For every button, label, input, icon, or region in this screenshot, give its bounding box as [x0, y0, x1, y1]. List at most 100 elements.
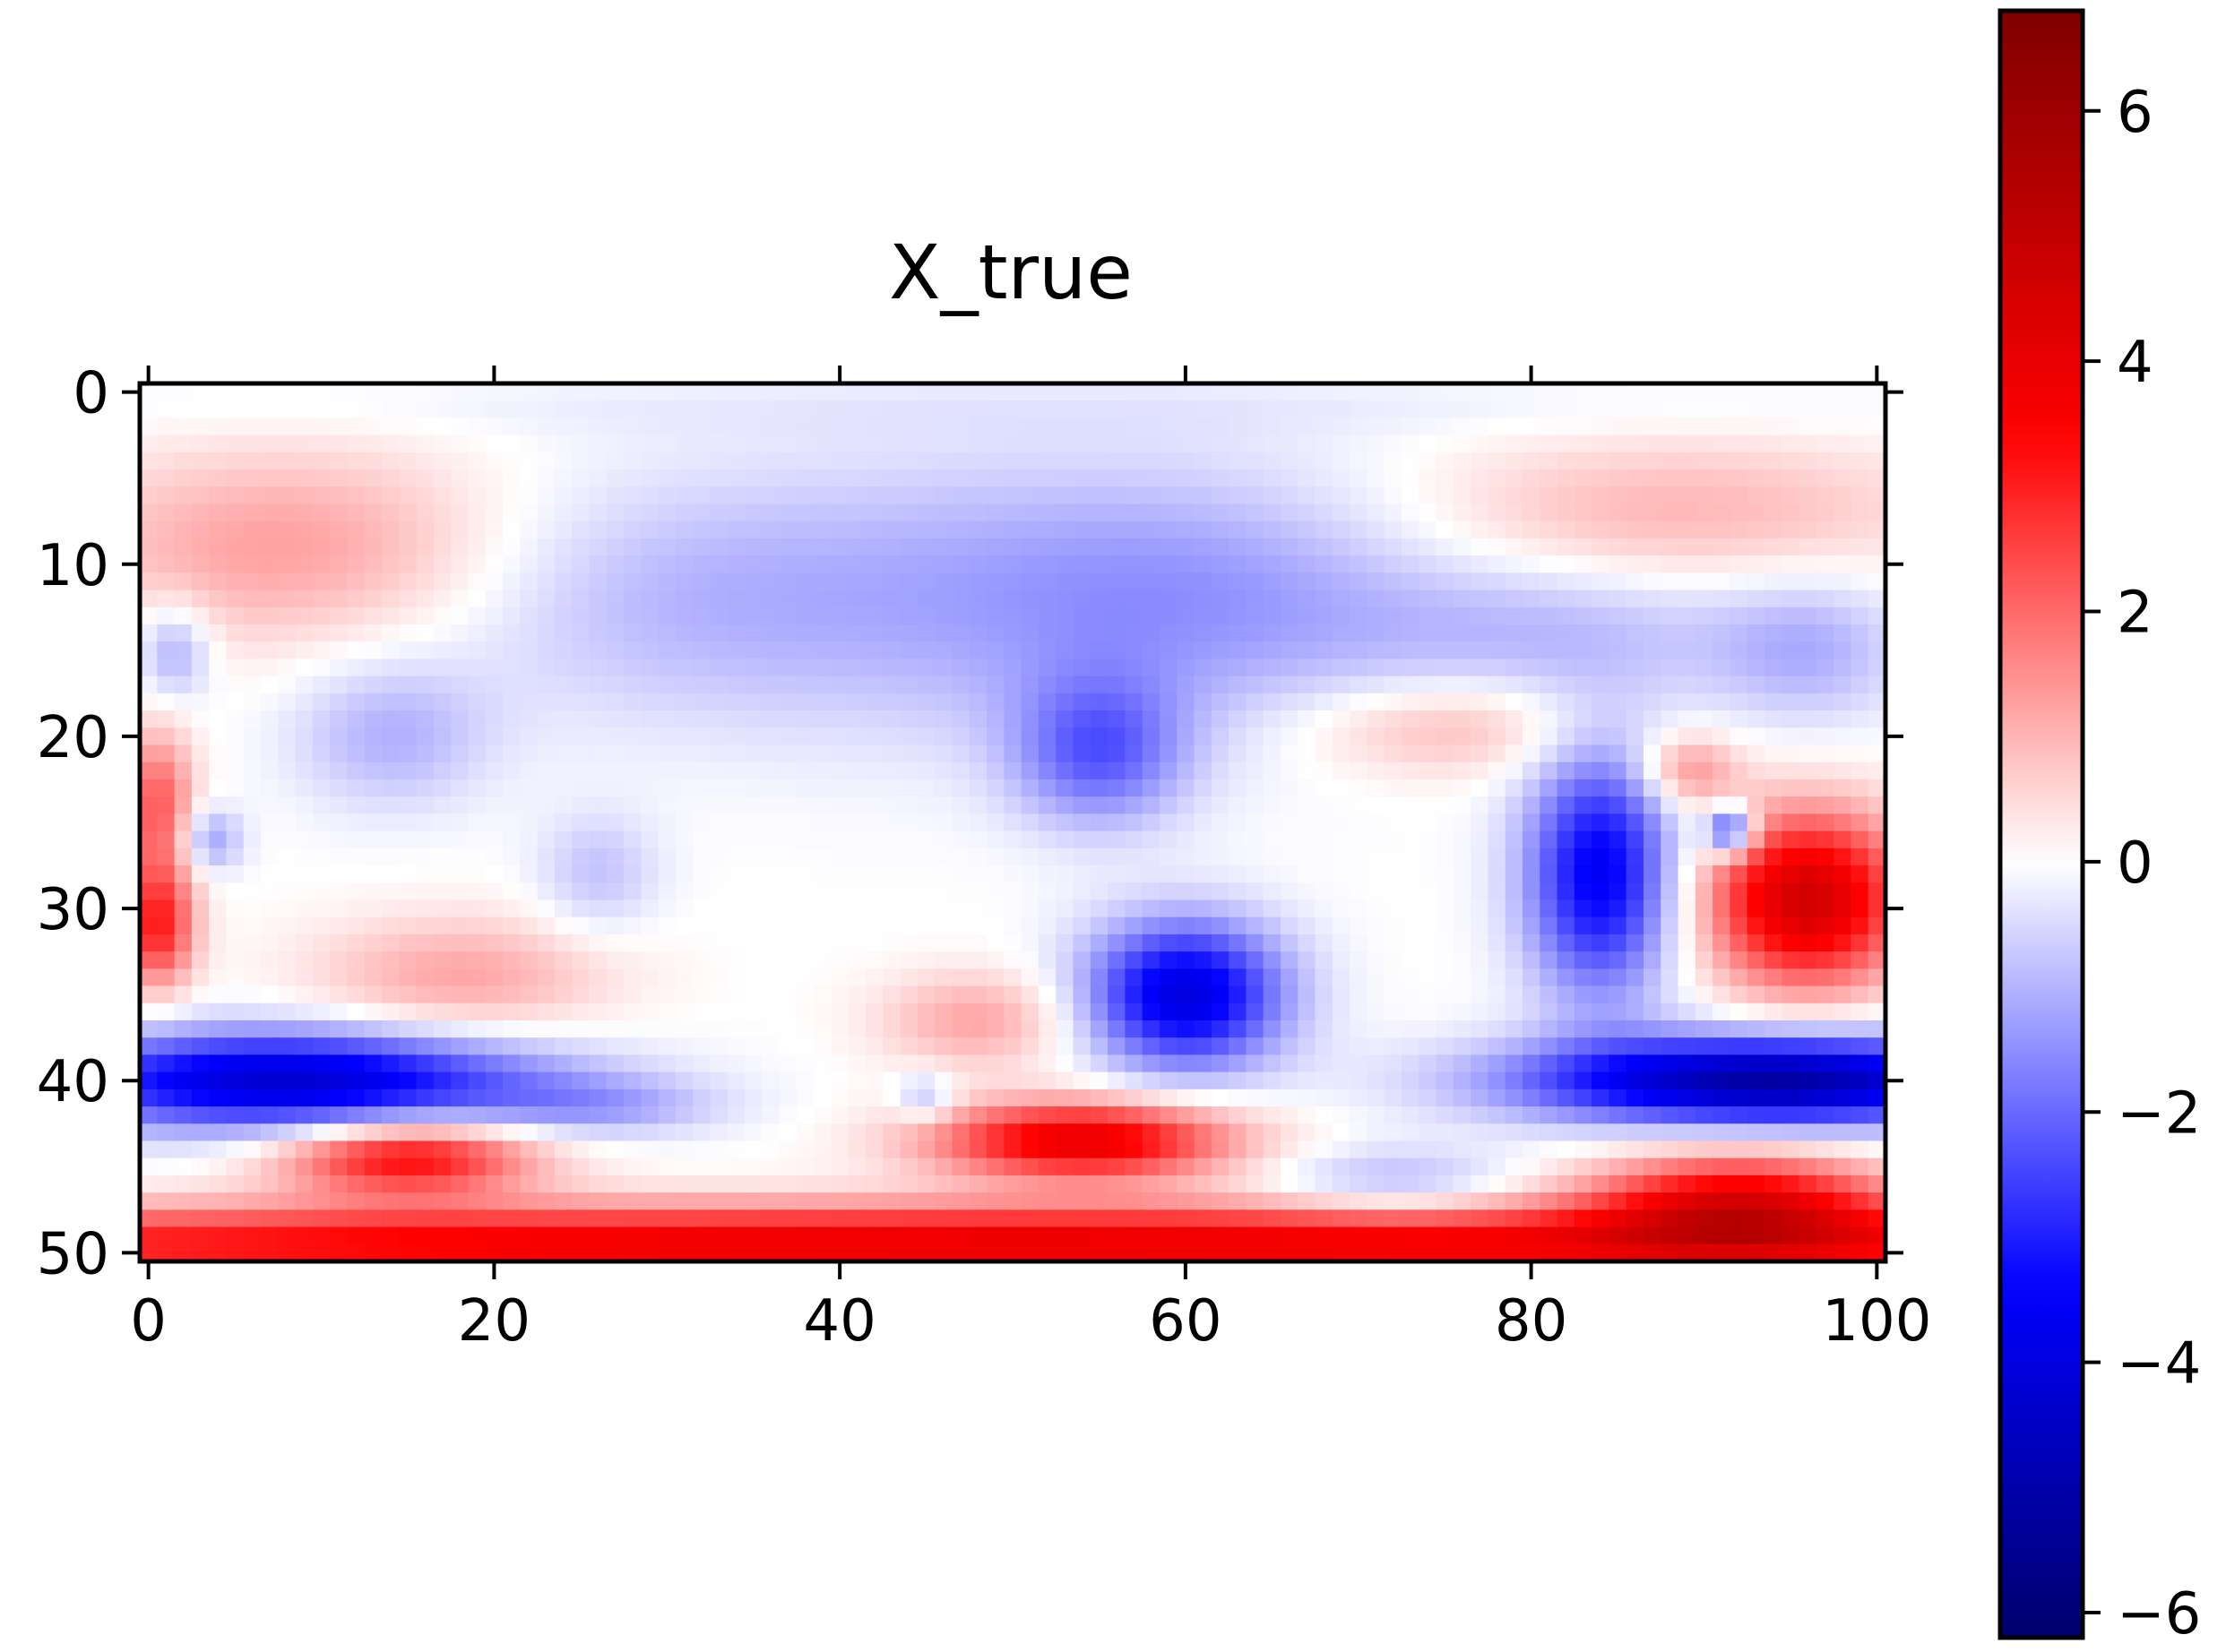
heatmap-cell — [1159, 1054, 1178, 1073]
heatmap-cell — [1177, 693, 1195, 711]
heatmap-cell — [1056, 469, 1074, 487]
heatmap-cell — [1592, 1157, 1610, 1176]
heatmap-cell — [987, 813, 1005, 832]
heatmap-cell — [226, 951, 245, 969]
heatmap-cell — [1056, 1174, 1074, 1193]
heatmap-cell — [1384, 417, 1402, 436]
heatmap-cell — [468, 486, 487, 505]
heatmap-cell — [1246, 435, 1264, 453]
heatmap-cell — [1557, 555, 1575, 573]
heatmap-cell — [1868, 951, 1886, 969]
heatmap-cell — [1280, 1002, 1298, 1021]
heatmap-cell — [1056, 1209, 1074, 1228]
heatmap-cell — [554, 882, 573, 901]
heatmap-cell — [416, 985, 435, 1004]
heatmap-cell — [624, 899, 642, 918]
heatmap-cell — [1263, 1106, 1281, 1124]
heatmap-cell — [261, 1037, 279, 1056]
heatmap-cell — [1643, 417, 1661, 436]
heatmap-cell — [1695, 727, 1713, 746]
heatmap-cell — [1505, 710, 1523, 728]
heatmap-cell — [1522, 779, 1540, 797]
heatmap-cell — [1419, 1054, 1437, 1073]
heatmap-cell — [1713, 916, 1731, 935]
heatmap-cell — [693, 675, 712, 694]
heatmap-cell — [1090, 1157, 1109, 1176]
heatmap-cell — [1851, 934, 1869, 952]
heatmap-cell — [831, 1140, 850, 1159]
heatmap-cell — [468, 1088, 487, 1107]
heatmap-cell — [485, 1123, 504, 1142]
heatmap-cell — [226, 1002, 245, 1021]
heatmap-cell — [1522, 796, 1540, 814]
heatmap-cell — [1367, 538, 1385, 556]
heatmap-cell — [1021, 538, 1040, 556]
heatmap-cell — [1747, 744, 1765, 763]
heatmap-cell — [1851, 435, 1869, 453]
heatmap-cell — [1661, 1088, 1679, 1107]
heatmap-cell — [814, 1226, 833, 1245]
heatmap-cell — [1263, 503, 1281, 522]
heatmap-cell — [1574, 727, 1592, 746]
heatmap-cell — [503, 589, 521, 608]
heatmap-cell — [1125, 1192, 1143, 1210]
heatmap-cell — [140, 934, 158, 952]
heatmap-cell — [1851, 503, 1869, 522]
heatmap-cell — [537, 1123, 556, 1142]
heatmap-cell — [1229, 1054, 1247, 1073]
heatmap-cell — [1211, 452, 1229, 470]
heatmap-cell — [364, 796, 383, 814]
heatmap-cell — [693, 624, 712, 642]
heatmap-cell — [1574, 761, 1592, 780]
heatmap-cell — [935, 1054, 953, 1073]
heatmap-cell — [1833, 572, 1852, 591]
heatmap-cell — [745, 968, 763, 987]
heatmap-cell — [226, 727, 245, 746]
heatmap-cell — [1090, 1037, 1109, 1056]
heatmap-cell — [1609, 968, 1627, 987]
heatmap-cell — [503, 710, 521, 728]
heatmap-cell — [762, 848, 781, 866]
heatmap-cell — [796, 538, 815, 556]
heatmap-cell — [554, 589, 573, 608]
heatmap-cell — [831, 1192, 850, 1210]
heatmap-cell — [537, 521, 556, 539]
heatmap-cell — [451, 813, 470, 832]
heatmap-cell — [1661, 779, 1679, 797]
heatmap-cell — [1868, 1054, 1886, 1073]
heatmap-cell — [191, 607, 210, 625]
heatmap-cell — [330, 469, 349, 487]
heatmap-cell — [969, 985, 988, 1004]
heatmap-cell — [1211, 744, 1229, 763]
heatmap-cell — [1764, 779, 1782, 797]
heatmap-cell — [416, 607, 435, 625]
heatmap-cell — [1263, 830, 1281, 849]
heatmap-cell — [1678, 848, 1696, 866]
heatmap-cell — [1194, 503, 1212, 522]
heatmap-cell — [1782, 538, 1800, 556]
heatmap-cell — [658, 1020, 677, 1038]
heatmap-cell — [641, 968, 660, 987]
heatmap-cell — [987, 761, 1005, 780]
heatmap-cell — [1522, 607, 1540, 625]
heatmap-cell — [1021, 761, 1040, 780]
heatmap-cell — [641, 1002, 660, 1021]
heatmap-cell — [399, 607, 418, 625]
heatmap-cell — [969, 572, 988, 591]
heatmap-cell — [1194, 882, 1212, 901]
heatmap-cell — [1695, 796, 1713, 814]
heatmap-cell — [658, 641, 677, 660]
heatmap-cell — [1211, 951, 1229, 969]
heatmap-cell — [416, 1209, 435, 1228]
heatmap-cell — [814, 830, 833, 849]
heatmap-cell — [1557, 1123, 1575, 1142]
heatmap-cell — [641, 813, 660, 832]
heatmap-cell — [969, 813, 988, 832]
heatmap-cell — [969, 1106, 988, 1124]
heatmap-cell — [1816, 1020, 1834, 1038]
heatmap-cell — [520, 555, 539, 573]
heatmap-cell — [1280, 1140, 1298, 1159]
heatmap-cell — [330, 934, 349, 952]
heatmap-cell — [485, 934, 504, 952]
heatmap-cell — [883, 486, 902, 505]
